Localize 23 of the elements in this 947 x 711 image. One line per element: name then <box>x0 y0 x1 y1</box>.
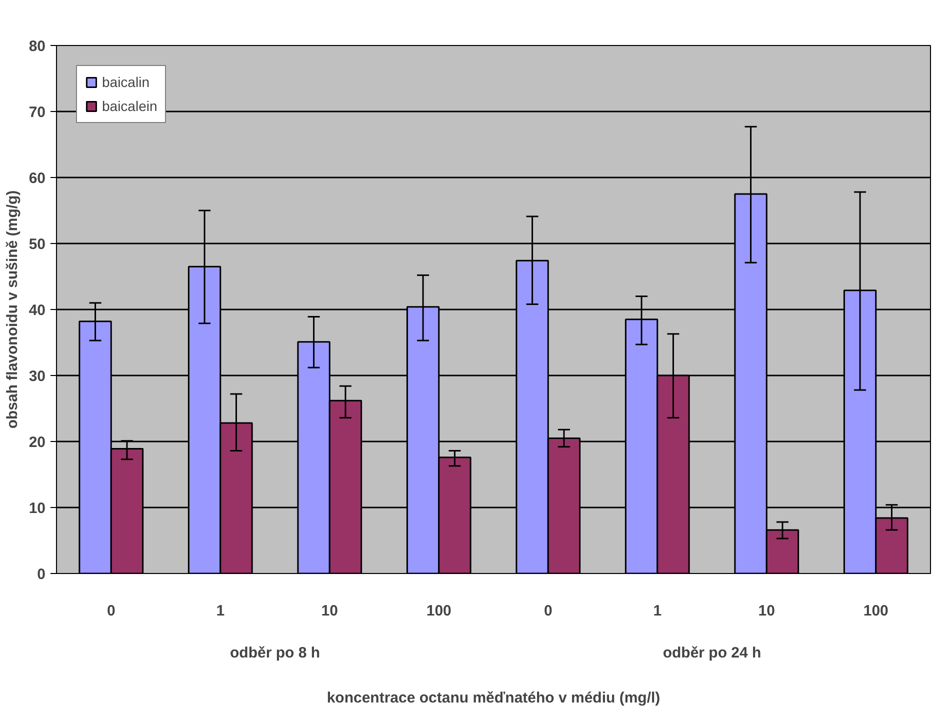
x-tick-label: 100 <box>426 602 452 620</box>
y-axis-title: obsah flavonoidu v sušině (mg/g) <box>4 190 21 429</box>
x-tick-label: 100 <box>863 602 888 620</box>
text: odběr po 8 h <box>230 644 320 662</box>
x-tick-label: 10 <box>321 602 338 620</box>
x-tick-label: 10 <box>758 602 775 620</box>
y-tick-label: 30 <box>28 368 46 385</box>
y-tick-label: 60 <box>28 170 46 187</box>
x-tick-label: 0 <box>106 602 116 620</box>
y-tick-label: 0 <box>37 566 46 583</box>
y-tick-label: 40 <box>28 302 46 319</box>
x-tick-label: 1 <box>216 602 225 620</box>
text: odběr po 24 h <box>662 644 762 662</box>
x-axis-title: koncentrace octanu měďnatého v médiu (mg/l) <box>326 690 660 706</box>
x-tick-label: 0 <box>544 602 552 620</box>
legend-label: baicalin <box>102 74 150 90</box>
x-tick-label: 1 <box>653 602 662 620</box>
y-tick-label: 20 <box>28 434 46 451</box>
y-tick-label: 10 <box>28 500 46 517</box>
y-tick-label: 70 <box>28 104 46 121</box>
legend-label: baicalein <box>102 98 158 114</box>
y-tick-label: 80 <box>28 38 46 55</box>
y-tick-label: 50 <box>28 236 46 253</box>
